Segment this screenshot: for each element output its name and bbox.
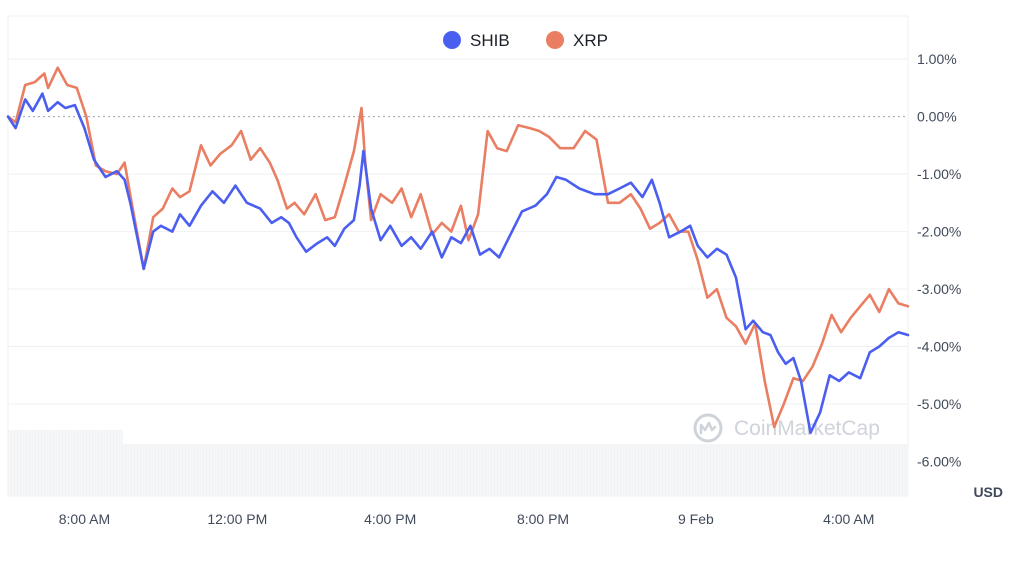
- legend-label-shib: SHIB: [470, 31, 510, 50]
- legend-item-xrp[interactable]: XRP: [546, 31, 608, 50]
- x-tick-label: 12:00 PM: [207, 511, 267, 527]
- volume-area-late: [122, 444, 909, 496]
- legend-marker-xrp: [546, 31, 564, 49]
- legend-label-xrp: XRP: [573, 31, 608, 50]
- y-tick-label: -6.00%: [917, 454, 961, 470]
- y-tick-label: -3.00%: [917, 281, 961, 297]
- coinmarketcap-watermark: CoinMarketCap: [693, 413, 880, 443]
- x-tick-label: 4:00 AM: [823, 511, 874, 527]
- y-tick-label: 0.00%: [917, 109, 957, 125]
- x-tick-label: 4:00 PM: [364, 511, 416, 527]
- x-axis-tick-labels: 8:00 AM 12:00 PM 4:00 PM 8:00 PM 9 Feb 4:00 A…: [59, 511, 875, 527]
- y-tick-label: -2.00%: [917, 224, 961, 240]
- y-tick-label: -4.00%: [917, 339, 961, 355]
- currency-unit-label: USD: [973, 484, 1003, 500]
- legend-marker-shib: [443, 31, 461, 49]
- watermark-text: CoinMarketCap: [734, 417, 880, 440]
- legend-item-shib[interactable]: SHIB: [443, 31, 510, 50]
- y-tick-label: -1.00%: [917, 166, 961, 182]
- y-axis-tick-labels: 1.00% 0.00% -1.00% -2.00% -3.00% -4.00% -5.00%…: [917, 51, 961, 469]
- volume-bars: [8, 430, 909, 496]
- x-tick-label: 8:00 PM: [517, 511, 569, 527]
- series-line-xrp[interactable]: [6, 66, 910, 429]
- series-lines: [6, 66, 910, 435]
- series-line-shib[interactable]: [6, 92, 910, 435]
- coinmarketcap-logo-icon: [693, 413, 723, 443]
- y-tick-label: 1.00%: [917, 51, 957, 67]
- chart-legend: SHIB XRP: [443, 31, 608, 50]
- y-tick-label: -5.00%: [917, 396, 961, 412]
- x-tick-label: 9 Feb: [678, 511, 714, 527]
- volume-area-early: [8, 430, 123, 496]
- x-tick-label: 8:00 AM: [59, 511, 110, 527]
